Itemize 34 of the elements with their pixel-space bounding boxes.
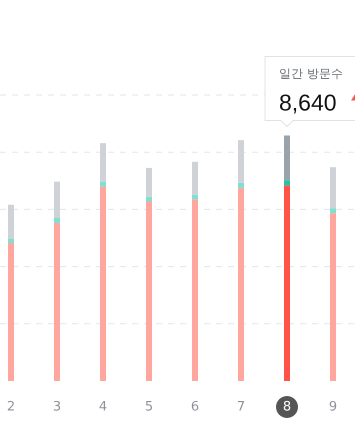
bar — [146, 168, 152, 197]
x-tick-label: 2 — [6, 400, 16, 414]
x-tick-label: 4 — [98, 400, 108, 414]
x-tick-label: 7 — [236, 400, 246, 414]
x-tick-label: 6 — [190, 400, 200, 414]
bar — [100, 143, 106, 182]
bar — [238, 140, 244, 183]
bar — [330, 167, 336, 208]
text: 일간 방문수 — [279, 66, 343, 81]
x-tick-label: 5 — [144, 400, 154, 414]
x-tick-label: 9 — [328, 400, 338, 414]
bar — [330, 213, 336, 381]
bar — [192, 199, 198, 381]
x-tick-label: 8 — [282, 400, 292, 414]
bar — [284, 185, 290, 381]
bar — [192, 194, 198, 200]
bar — [54, 182, 60, 218]
bar — [330, 208, 336, 214]
bar — [284, 180, 290, 186]
bar — [54, 222, 60, 381]
bar — [100, 186, 106, 381]
bar — [100, 182, 106, 187]
bar — [8, 238, 14, 244]
bar — [284, 136, 290, 180]
bar — [238, 188, 244, 381]
bar — [192, 162, 198, 195]
bar — [146, 202, 152, 381]
bar — [54, 218, 60, 223]
bar — [146, 196, 152, 202]
bar — [8, 243, 14, 381]
x-tick-label: 3 — [52, 400, 62, 414]
bar — [8, 204, 14, 239]
annotation: 8,640 — [279, 90, 337, 116]
bar — [238, 182, 244, 188]
